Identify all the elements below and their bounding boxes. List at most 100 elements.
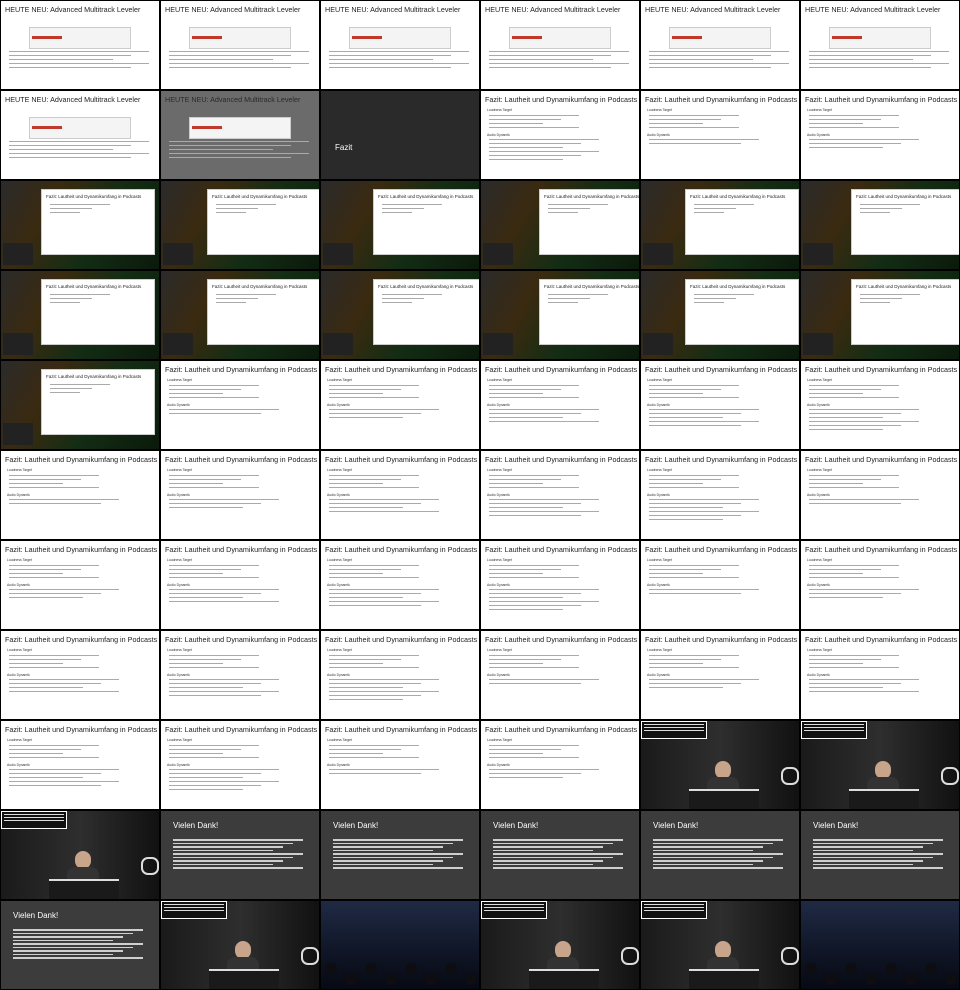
- thumbnail[interactable]: Fazit: Lautheit und Dynamikumfang in Pod…: [640, 180, 800, 270]
- text-line: [169, 397, 259, 399]
- thumbnail[interactable]: Fazit: Lautheit und Dynamikumfang in Pod…: [0, 180, 160, 270]
- thumbnail[interactable]: Fazit: Lautheit und Dynamikumfang in Pod…: [480, 630, 640, 720]
- thumbnail[interactable]: HEUTE NEU: Advanced Multitrack Leveler: [480, 0, 640, 90]
- slide-title: HEUTE NEU: Advanced Multitrack Leveler: [165, 95, 301, 104]
- text-line: [382, 298, 424, 300]
- thumbnail[interactable]: HEUTE NEU: Advanced Multitrack Leveler: [0, 0, 160, 90]
- text-line: [329, 593, 421, 595]
- thumbnail[interactable]: Vielen Dank!: [480, 810, 640, 900]
- thumbnail[interactable]: Fazit: Lautheit und Dynamikumfang in Pod…: [320, 540, 480, 630]
- thumbnail[interactable]: Fazit: Lautheit und Dynamikumfang in Pod…: [800, 270, 960, 360]
- thumbnail[interactable]: Fazit: Lautheit und Dynamikumfang in Pod…: [160, 540, 320, 630]
- slide-title: Vielen Dank!: [653, 821, 699, 830]
- thumbnail[interactable]: Vielen Dank!: [800, 810, 960, 900]
- thumbnail[interactable]: Fazit: Lautheit und Dynamikumfang in Pod…: [800, 180, 960, 270]
- thumbnail[interactable]: Fazit: Lautheit und Dynamikumfang in Pod…: [160, 720, 320, 810]
- text-line: [329, 59, 433, 61]
- thumbnail[interactable]: Fazit: Lautheit und Dynamikumfang in Pod…: [480, 360, 640, 450]
- thumbnail[interactable]: Fazit: Lautheit und Dynamikumfang in Pod…: [640, 450, 800, 540]
- thumbnail[interactable]: Fazit: Lautheit und Dynamikumfang in Pod…: [640, 270, 800, 360]
- section-label: Audio Dynamik: [167, 763, 190, 767]
- thumbnail[interactable]: Fazit: Lautheit und Dynamikumfang in Pod…: [320, 360, 480, 450]
- thumbnail[interactable]: Vielen Dank!: [640, 810, 800, 900]
- thumbnail[interactable]: Fazit: Lautheit und Dynamikumfang in Pod…: [640, 360, 800, 450]
- thumbnail[interactable]: Fazit: Lautheit und Dynamikumfang in Pod…: [800, 90, 960, 180]
- thumbnail[interactable]: Fazit: Lautheit und Dynamikumfang in Pod…: [800, 630, 960, 720]
- thumbnail[interactable]: Fazit: Lautheit und Dynamikumfang in Pod…: [480, 270, 640, 360]
- text-line: [169, 695, 261, 697]
- thumbnail[interactable]: Fazit: Lautheit und Dynamikumfang in Pod…: [160, 270, 320, 360]
- text-line: [169, 389, 241, 391]
- thumbnail[interactable]: Fazit: Lautheit und Dynamikumfang in Pod…: [160, 630, 320, 720]
- thumbnail[interactable]: Fazit: Lautheit und Dynamikumfang in Pod…: [320, 450, 480, 540]
- thumbnail[interactable]: HEUTE NEU: Advanced Multitrack Leveler: [320, 0, 480, 90]
- audience-head: [805, 963, 817, 975]
- slide-title: Fazit: Lautheit und Dynamikumfang in Pod…: [485, 545, 638, 554]
- thumbnail[interactable]: [160, 900, 320, 990]
- text-line: [489, 393, 543, 395]
- thumbnail[interactable]: Fazit: Lautheit und Dynamikumfang in Pod…: [0, 630, 160, 720]
- audience-head: [925, 963, 937, 975]
- text-line: [649, 475, 739, 477]
- thumbnail[interactable]: Fazit: Lautheit und Dynamikumfang in Pod…: [0, 540, 160, 630]
- thumbnail[interactable]: [640, 900, 800, 990]
- thumbnail[interactable]: [640, 720, 800, 810]
- thumbnail[interactable]: Fazit: Lautheit und Dynamikumfang in Pod…: [480, 180, 640, 270]
- thumbnail[interactable]: Fazit: [320, 90, 480, 180]
- thumbnail[interactable]: Fazit: Lautheit und Dynamikumfang in Pod…: [160, 450, 320, 540]
- text-line: [489, 507, 563, 509]
- thumbnail[interactable]: HEUTE NEU: Advanced Multitrack Leveler: [160, 90, 320, 180]
- thumbnail[interactable]: [800, 720, 960, 810]
- thumbnail[interactable]: [0, 810, 160, 900]
- text-line: [489, 593, 581, 595]
- thumbnail[interactable]: [320, 900, 480, 990]
- thumbnail[interactable]: Vielen Dank!: [320, 810, 480, 900]
- thumbnail[interactable]: Fazit: Lautheit und Dynamikumfang in Pod…: [800, 360, 960, 450]
- text-line: [9, 503, 101, 505]
- thumbnail[interactable]: Fazit: Lautheit und Dynamikumfang in Pod…: [480, 720, 640, 810]
- slide-title: Fazit: Lautheit und Dynamikumfang in Pod…: [805, 635, 958, 644]
- text-line: [329, 667, 419, 669]
- thumbnail[interactable]: HEUTE NEU: Advanced Multitrack Leveler: [800, 0, 960, 90]
- slide-title: Fazit: Lautheit und Dynamikumfang in Pod…: [645, 455, 798, 464]
- thumbnail[interactable]: Fazit: Lautheit und Dynamikumfang in Pod…: [480, 90, 640, 180]
- text-line: [9, 479, 81, 481]
- thumbnail[interactable]: Fazit: Lautheit und Dynamikumfang in Pod…: [320, 270, 480, 360]
- thumbnail[interactable]: [480, 900, 640, 990]
- section-label: Loudness Target: [807, 648, 833, 652]
- text-line: [169, 153, 309, 155]
- thumbnail[interactable]: Fazit: Lautheit und Dynamikumfang in Pod…: [160, 360, 320, 450]
- thumbnail[interactable]: Fazit: Lautheit und Dynamikumfang in Pod…: [0, 270, 160, 360]
- slide-title: Fazit: Lautheit und Dynamikumfang in Pod…: [46, 194, 142, 199]
- thumbnail[interactable]: Fazit: Lautheit und Dynamikumfang in Pod…: [480, 540, 640, 630]
- thumbnail[interactable]: Fazit: Lautheit und Dynamikumfang in Pod…: [640, 630, 800, 720]
- audience-head: [325, 963, 337, 975]
- thumbnail[interactable]: Fazit: Lautheit und Dynamikumfang in Pod…: [320, 720, 480, 810]
- thumbnail[interactable]: Fazit: Lautheit und Dynamikumfang in Pod…: [0, 720, 160, 810]
- thumbnail[interactable]: Fazit: Lautheit und Dynamikumfang in Pod…: [800, 450, 960, 540]
- thumbnail[interactable]: Fazit: Lautheit und Dynamikumfang in Pod…: [0, 360, 160, 450]
- thumbnail[interactable]: Fazit: Lautheit und Dynamikumfang in Pod…: [480, 450, 640, 540]
- thumbnail[interactable]: Fazit: Lautheit und Dynamikumfang in Pod…: [320, 180, 480, 270]
- thumbnail[interactable]: Fazit: Lautheit und Dynamikumfang in Pod…: [320, 630, 480, 720]
- thumbnail[interactable]: Fazit: Lautheit und Dynamikumfang in Pod…: [640, 90, 800, 180]
- text-line: [809, 127, 899, 129]
- lectern: [209, 969, 279, 989]
- lectern: [49, 879, 119, 899]
- text-line: [169, 565, 259, 567]
- text-line: [809, 487, 899, 489]
- thumbnail[interactable]: Fazit: Lautheit und Dynamikumfang in Pod…: [800, 540, 960, 630]
- thumbnail[interactable]: Fazit: Lautheit und Dynamikumfang in Pod…: [160, 180, 320, 270]
- thumbnail[interactable]: HEUTE NEU: Advanced Multitrack Leveler: [640, 0, 800, 90]
- thumbnail[interactable]: HEUTE NEU: Advanced Multitrack Leveler: [0, 90, 160, 180]
- thumbnail[interactable]: [800, 900, 960, 990]
- text-line: [329, 659, 401, 661]
- thumbnail[interactable]: HEUTE NEU: Advanced Multitrack Leveler: [160, 0, 320, 90]
- thumbnail[interactable]: Vielen Dank!: [0, 900, 160, 990]
- text-line: [329, 601, 439, 603]
- text-line: [9, 659, 81, 661]
- thumbnail[interactable]: Fazit: Lautheit und Dynamikumfang in Pod…: [0, 450, 160, 540]
- thumbnail[interactable]: Vielen Dank!: [160, 810, 320, 900]
- text-block: [333, 839, 463, 871]
- thumbnail[interactable]: Fazit: Lautheit und Dynamikumfang in Pod…: [640, 540, 800, 630]
